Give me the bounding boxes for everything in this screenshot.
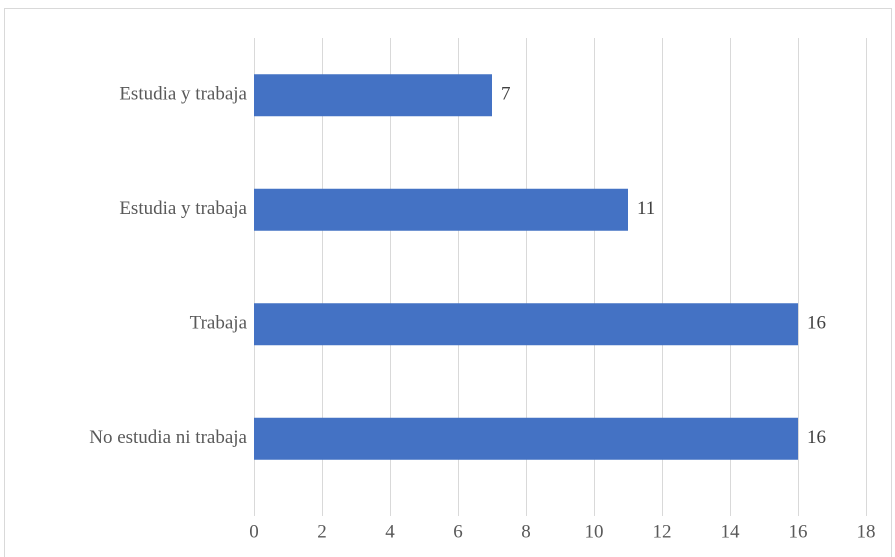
category-labels: Estudia y trabaja Estudia y trabaja Trabaj…: [89, 84, 247, 449]
data-label: 16: [807, 313, 826, 334]
x-tick-label: 16: [789, 521, 808, 542]
category-label: Trabaja: [190, 313, 248, 334]
x-tick-label: 18: [857, 521, 876, 542]
x-tick-label: 8: [521, 521, 531, 542]
x-tick-label: 12: [653, 521, 672, 542]
data-labels: 7 11 16 16: [501, 84, 826, 449]
x-axis-tick-labels: 0 2 4 6 8 10 12 14 16 18: [249, 521, 875, 542]
gridlines: [254, 38, 867, 516]
category-label: No estudia ni trabaja: [89, 427, 247, 448]
bars: [254, 74, 798, 460]
bar: [254, 303, 798, 346]
x-tick-label: 4: [385, 521, 395, 542]
data-label: 16: [807, 427, 826, 448]
x-tick-label: 0: [249, 521, 259, 542]
bar: [254, 74, 492, 117]
category-label: Estudia y trabaja: [119, 198, 247, 219]
category-label: Estudia y trabaja: [119, 84, 247, 105]
x-tick-label: 10: [585, 521, 604, 542]
x-tick-label: 2: [317, 521, 327, 542]
data-label: 7: [501, 84, 511, 105]
data-label: 11: [637, 198, 655, 219]
bar: [254, 188, 628, 231]
x-tick-label: 14: [721, 521, 741, 542]
bar: [254, 417, 798, 460]
x-tick-label: 6: [453, 521, 463, 542]
